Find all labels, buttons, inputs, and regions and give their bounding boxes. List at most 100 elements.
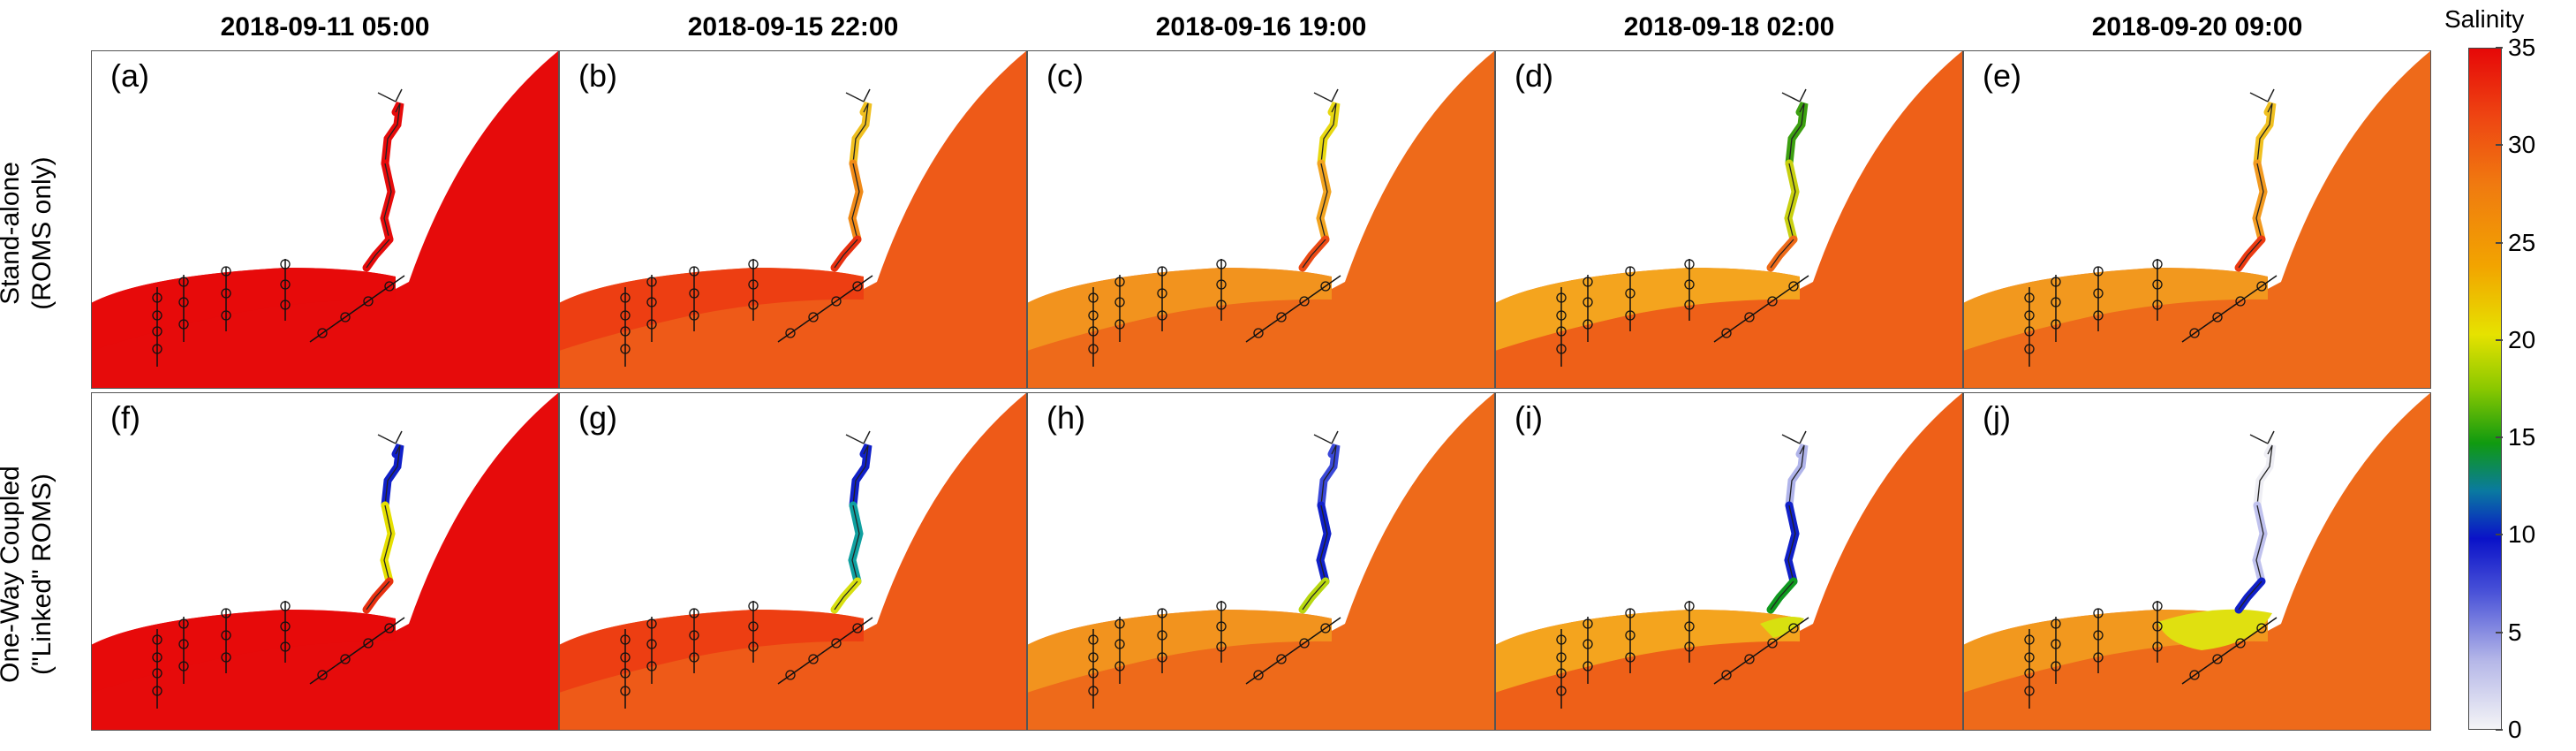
station-marker bbox=[689, 288, 699, 299]
station-marker bbox=[178, 277, 189, 287]
station-marker bbox=[2051, 639, 2061, 649]
station-marker bbox=[646, 639, 657, 649]
station-marker bbox=[620, 326, 631, 337]
station-marker bbox=[1088, 634, 1099, 645]
panel-frame bbox=[559, 50, 1027, 389]
station-marker bbox=[1583, 639, 1593, 649]
river-outline bbox=[2238, 239, 2262, 269]
station-marker bbox=[1157, 652, 1167, 663]
station-marker bbox=[2152, 601, 2163, 611]
station-marker bbox=[808, 312, 819, 322]
station-marker bbox=[221, 652, 231, 663]
map-panel: (c) bbox=[1027, 50, 1495, 389]
station-marker bbox=[2051, 297, 2061, 307]
river-outline bbox=[1319, 163, 1328, 240]
station-marker bbox=[1767, 638, 1778, 649]
colorbar-tick-mark bbox=[2496, 534, 2503, 536]
station-marker bbox=[1556, 344, 1567, 354]
station-marker bbox=[1583, 277, 1593, 287]
station-marker bbox=[1583, 297, 1593, 307]
row-label-line1: One-Way Coupled bbox=[0, 466, 25, 683]
ocean-east bbox=[864, 50, 1027, 389]
upstream-tributaries bbox=[1781, 430, 1807, 444]
station-marker bbox=[1320, 281, 1331, 292]
station-marker bbox=[2212, 312, 2223, 322]
station-marker bbox=[152, 668, 162, 679]
station-marker bbox=[221, 608, 231, 618]
upstream-tributaries bbox=[845, 430, 871, 444]
column-title: 2018-09-20 09:00 bbox=[2091, 12, 2303, 42]
station-marker bbox=[1744, 312, 1755, 322]
station-marker bbox=[1216, 601, 1227, 611]
station-marker bbox=[2212, 654, 2223, 664]
upstream-tributaries bbox=[377, 430, 403, 444]
upstream-tributaries bbox=[1313, 88, 1339, 102]
station-marker bbox=[646, 297, 657, 307]
station-marker bbox=[1684, 300, 1695, 310]
river-outline bbox=[1320, 444, 1337, 506]
station-marker bbox=[1216, 279, 1227, 290]
column-title: 2018-09-16 19:00 bbox=[1155, 12, 1367, 42]
map-panel: (e) bbox=[1963, 50, 2431, 389]
station-marker bbox=[1114, 661, 1125, 671]
station-marker bbox=[1157, 608, 1167, 618]
station-marker bbox=[2093, 652, 2104, 663]
panel-letter: (e) bbox=[1983, 57, 2021, 94]
salinity-map bbox=[91, 392, 559, 731]
station-marker bbox=[1253, 328, 1264, 338]
coastal-shelf-band bbox=[1027, 610, 1332, 693]
river-outline bbox=[1319, 504, 1328, 582]
station-marker bbox=[2235, 296, 2246, 307]
coastal-shelf-band bbox=[1495, 268, 1800, 351]
river-outline bbox=[366, 580, 390, 611]
station-marker bbox=[1088, 668, 1099, 679]
column-title: 2018-09-18 02:00 bbox=[1623, 12, 1835, 42]
station-marker bbox=[852, 623, 863, 633]
river-outline bbox=[384, 102, 401, 164]
map-panel: (a) bbox=[91, 50, 559, 389]
colorbar-tick-label: 5 bbox=[2508, 618, 2522, 646]
station-marker bbox=[152, 310, 162, 321]
colorbar-tick-mark bbox=[2496, 338, 2503, 341]
station-marker bbox=[2024, 686, 2035, 696]
colorbar-tick-label: 15 bbox=[2508, 423, 2536, 451]
row-label-top: Stand-alone (ROMS only) bbox=[0, 57, 58, 410]
station-marker bbox=[384, 281, 395, 292]
station-marker bbox=[2051, 661, 2061, 671]
colorbar-tick-label: 20 bbox=[2508, 325, 2536, 353]
river-outline bbox=[2238, 580, 2262, 611]
station-marker bbox=[689, 266, 699, 277]
river-outline bbox=[1320, 102, 1337, 164]
colorbar-tick-label: 30 bbox=[2508, 131, 2536, 159]
panel-frame bbox=[1963, 392, 2431, 731]
station-marker bbox=[2024, 652, 2035, 663]
river-outline bbox=[834, 580, 858, 611]
river-outline bbox=[851, 504, 860, 582]
station-marker bbox=[646, 277, 657, 287]
station-marker bbox=[2093, 608, 2104, 618]
upstream-tributaries bbox=[2249, 88, 2275, 102]
river-outline bbox=[852, 102, 869, 164]
station-marker bbox=[1276, 312, 1287, 322]
station-marker bbox=[2093, 630, 2104, 641]
upstream-tributaries bbox=[377, 88, 403, 102]
ocean-east bbox=[1332, 50, 1495, 389]
panel-frame bbox=[91, 50, 559, 389]
station-marker bbox=[1556, 310, 1567, 321]
station-marker bbox=[1088, 652, 1099, 663]
station-marker bbox=[1625, 652, 1635, 663]
station-marker bbox=[1216, 641, 1227, 652]
station-marker bbox=[2024, 326, 2035, 337]
station-marker bbox=[1684, 259, 1695, 269]
upstream-tributaries bbox=[845, 88, 871, 102]
station-marker bbox=[1114, 297, 1125, 307]
station-marker bbox=[1583, 661, 1593, 671]
station-marker bbox=[1088, 344, 1099, 354]
panel-letter: (c) bbox=[1046, 57, 1084, 94]
station-marker bbox=[1583, 618, 1593, 629]
station-marker bbox=[1721, 328, 1732, 338]
station-marker bbox=[1157, 266, 1167, 277]
colorbar-tick-label: 25 bbox=[2508, 228, 2536, 256]
river-outline bbox=[2255, 163, 2264, 240]
station-marker bbox=[1299, 638, 1310, 649]
